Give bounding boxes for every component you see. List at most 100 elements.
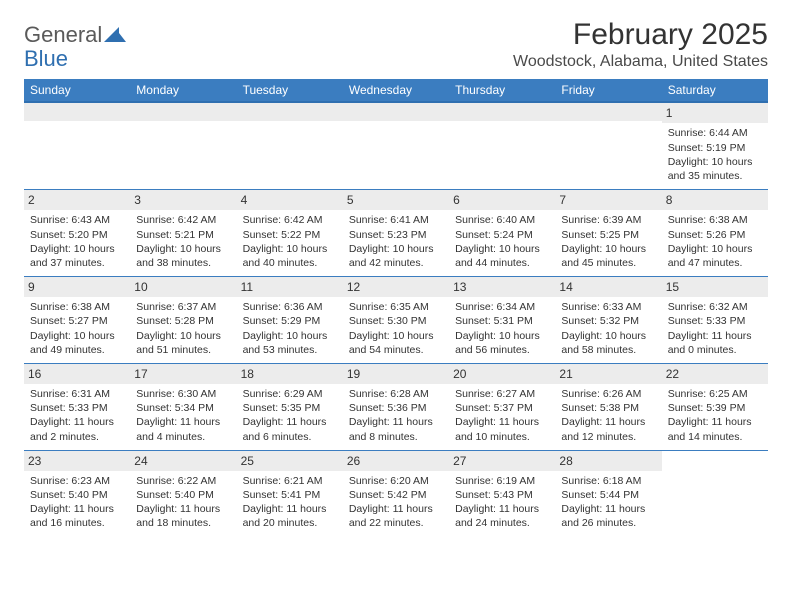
daylight-text: Daylight: 11 hours and 2 minutes.	[30, 415, 124, 443]
sunset-text: Sunset: 5:31 PM	[455, 314, 549, 328]
day-number: 6	[449, 190, 555, 210]
daylight-text: Daylight: 10 hours and 54 minutes.	[349, 329, 443, 357]
day-number: 19	[343, 364, 449, 384]
day-cell: 20 Sunrise: 6:27 AMSunset: 5:37 PMDayligh…	[449, 363, 555, 450]
sunset-text: Sunset: 5:37 PM	[455, 401, 549, 415]
sunrise-text: Sunrise: 6:42 AM	[243, 213, 337, 227]
day-number: 3	[130, 190, 236, 210]
day-number: 15	[662, 277, 768, 297]
daylight-text: Daylight: 11 hours and 12 minutes.	[561, 415, 655, 443]
day-number: 20	[449, 364, 555, 384]
daylight-text: Daylight: 10 hours and 49 minutes.	[30, 329, 124, 357]
day-number: 17	[130, 364, 236, 384]
daylight-text: Daylight: 10 hours and 58 minutes.	[561, 329, 655, 357]
day-number: 12	[343, 277, 449, 297]
day-number: 25	[237, 451, 343, 471]
sunrise-text: Sunrise: 6:38 AM	[668, 213, 762, 227]
calendar-table: Sunday Monday Tuesday Wednesday Thursday…	[24, 79, 768, 536]
day-cell	[343, 102, 449, 189]
sunrise-text: Sunrise: 6:20 AM	[349, 474, 443, 488]
sunrise-text: Sunrise: 6:25 AM	[668, 387, 762, 401]
day-number: 27	[449, 451, 555, 471]
day-cell: 15Sunrise: 6:32 AMSunset: 5:33 PMDayligh…	[662, 277, 768, 364]
week-row: 23Sunrise: 6:23 AMSunset: 5:40 PMDayligh…	[24, 450, 768, 536]
daylight-text: Daylight: 11 hours and 16 minutes.	[30, 502, 124, 530]
week-row: 16Sunrise: 6:31 AMSunset: 5:33 PMDayligh…	[24, 363, 768, 450]
day-cell: 3 Sunrise: 6:42 AMSunset: 5:21 PMDaylight…	[130, 190, 236, 277]
sunrise-text: Sunrise: 6:31 AM	[30, 387, 124, 401]
day-cell: 22Sunrise: 6:25 AMSunset: 5:39 PMDayligh…	[662, 363, 768, 450]
day-header-thursday: Thursday	[449, 79, 555, 102]
sunset-text: Sunset: 5:19 PM	[668, 141, 762, 155]
sunset-text: Sunset: 5:21 PM	[136, 228, 230, 242]
sunset-text: Sunset: 5:20 PM	[30, 228, 124, 242]
sunrise-text: Sunrise: 6:34 AM	[455, 300, 549, 314]
sunrise-text: Sunrise: 6:40 AM	[455, 213, 549, 227]
day-number: 24	[130, 451, 236, 471]
day-number: 23	[24, 451, 130, 471]
daylight-text: Daylight: 11 hours and 4 minutes.	[136, 415, 230, 443]
day-cell	[130, 102, 236, 189]
day-number: 8	[662, 190, 768, 210]
logo-sail-icon	[104, 27, 126, 48]
week-row: 9Sunrise: 6:38 AMSunset: 5:27 PMDaylight…	[24, 277, 768, 364]
day-cell: 19Sunrise: 6:28 AMSunset: 5:36 PMDayligh…	[343, 363, 449, 450]
day-header-monday: Monday	[130, 79, 236, 102]
empty-day	[130, 103, 236, 121]
daylight-text: Daylight: 11 hours and 6 minutes.	[243, 415, 337, 443]
sunrise-text: Sunrise: 6:27 AM	[455, 387, 549, 401]
daylight-text: Daylight: 11 hours and 10 minutes.	[455, 415, 549, 443]
sunset-text: Sunset: 5:40 PM	[30, 488, 124, 502]
calendar-page: General Blue February 2025 Woodstock, Al…	[0, 0, 792, 555]
day-cell: 5Sunrise: 6:41 AMSunset: 5:23 PMDaylight…	[343, 190, 449, 277]
day-cell: 4Sunrise: 6:42 AMSunset: 5:22 PMDaylight…	[237, 190, 343, 277]
day-header-tuesday: Tuesday	[237, 79, 343, 102]
logo-word-blue: Blue	[24, 46, 68, 71]
day-header-friday: Friday	[555, 79, 661, 102]
day-header-row: Sunday Monday Tuesday Wednesday Thursday…	[24, 79, 768, 102]
location: Woodstock, Alabama, United States	[513, 53, 768, 71]
day-cell	[662, 450, 768, 536]
sunset-text: Sunset: 5:41 PM	[243, 488, 337, 502]
sunrise-text: Sunrise: 6:35 AM	[349, 300, 443, 314]
sunrise-text: Sunrise: 6:39 AM	[561, 213, 655, 227]
sunset-text: Sunset: 5:40 PM	[136, 488, 230, 502]
sunset-text: Sunset: 5:28 PM	[136, 314, 230, 328]
day-cell: 9Sunrise: 6:38 AMSunset: 5:27 PMDaylight…	[24, 277, 130, 364]
day-number: 9	[24, 277, 130, 297]
daylight-text: Daylight: 11 hours and 0 minutes.	[668, 329, 762, 357]
day-cell	[555, 102, 661, 189]
sunrise-text: Sunrise: 6:30 AM	[136, 387, 230, 401]
sunrise-text: Sunrise: 6:33 AM	[561, 300, 655, 314]
empty-day	[555, 103, 661, 121]
daylight-text: Daylight: 11 hours and 18 minutes.	[136, 502, 230, 530]
day-number: 4	[237, 190, 343, 210]
sunrise-text: Sunrise: 6:29 AM	[243, 387, 337, 401]
day-number: 5	[343, 190, 449, 210]
empty-day	[237, 103, 343, 121]
day-number: 28	[555, 451, 661, 471]
day-cell: 13Sunrise: 6:34 AMSunset: 5:31 PMDayligh…	[449, 277, 555, 364]
day-header-sunday: Sunday	[24, 79, 130, 102]
sunset-text: Sunset: 5:25 PM	[561, 228, 655, 242]
daylight-text: Daylight: 10 hours and 35 minutes.	[668, 155, 762, 183]
day-cell: 21Sunrise: 6:26 AMSunset: 5:38 PMDayligh…	[555, 363, 661, 450]
sunrise-text: Sunrise: 6:42 AM	[136, 213, 230, 227]
sunrise-text: Sunrise: 6:23 AM	[30, 474, 124, 488]
title-block: February 2025 Woodstock, Alabama, United…	[513, 18, 768, 71]
daylight-text: Daylight: 10 hours and 38 minutes.	[136, 242, 230, 270]
day-cell: 18Sunrise: 6:29 AMSunset: 5:35 PMDayligh…	[237, 363, 343, 450]
sunset-text: Sunset: 5:26 PM	[668, 228, 762, 242]
month-title: February 2025	[513, 18, 768, 51]
daylight-text: Daylight: 10 hours and 45 minutes.	[561, 242, 655, 270]
daylight-text: Daylight: 11 hours and 20 minutes.	[243, 502, 337, 530]
day-number: 13	[449, 277, 555, 297]
sunrise-text: Sunrise: 6:19 AM	[455, 474, 549, 488]
daylight-text: Daylight: 10 hours and 47 minutes.	[668, 242, 762, 270]
day-cell	[449, 102, 555, 189]
day-number: 18	[237, 364, 343, 384]
daylight-text: Daylight: 11 hours and 22 minutes.	[349, 502, 443, 530]
logo-word-general: General	[24, 22, 102, 47]
logo: General Blue	[24, 24, 126, 71]
day-cell: 7Sunrise: 6:39 AMSunset: 5:25 PMDaylight…	[555, 190, 661, 277]
